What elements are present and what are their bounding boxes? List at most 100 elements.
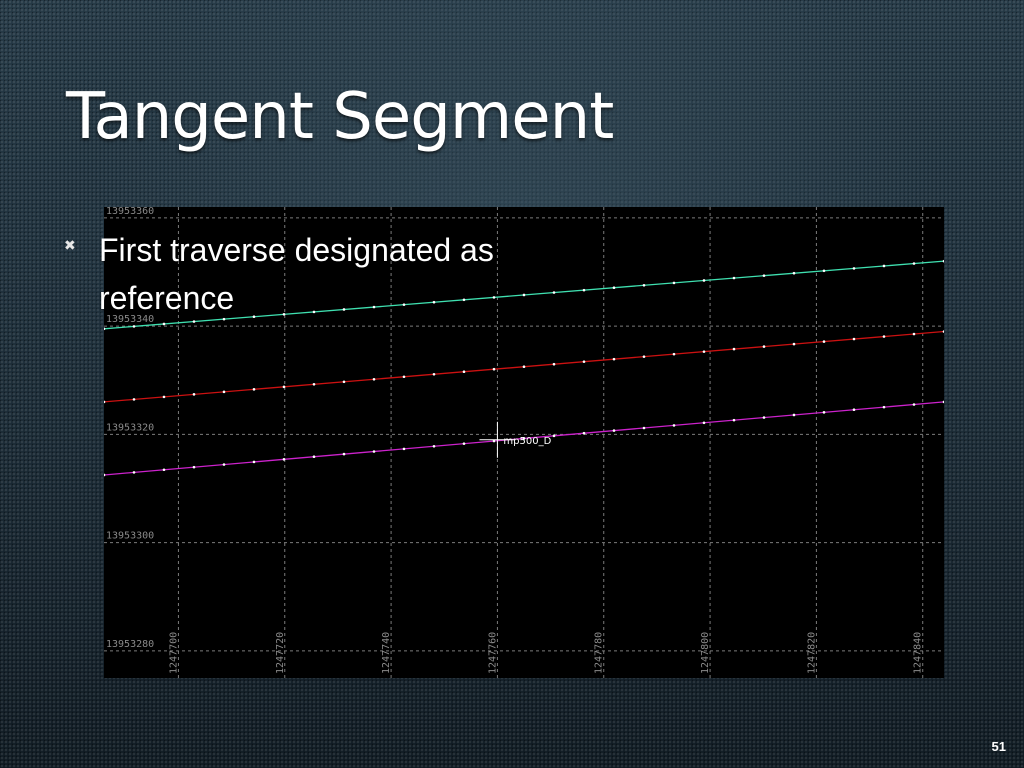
traverse-point	[492, 439, 496, 443]
traverse-point	[342, 308, 346, 311]
traverse-point	[432, 444, 436, 448]
traverse-point	[252, 388, 256, 391]
traverse-point	[132, 398, 136, 401]
page-number: 51	[991, 739, 1006, 754]
bullet-text: First traverse designated as reference	[99, 232, 494, 316]
traverse-point	[282, 458, 286, 461]
traverse-point	[132, 471, 136, 474]
traverse-point	[582, 360, 586, 363]
traverse-point	[822, 411, 826, 414]
traverse-point	[822, 269, 826, 273]
x-tick-label: 1247840	[913, 632, 924, 674]
traverse-point	[222, 317, 226, 321]
traverse-point	[942, 330, 944, 333]
traverse-point	[672, 424, 676, 427]
traverse-point	[104, 327, 106, 331]
traverse-point	[702, 279, 706, 282]
traverse-point	[732, 347, 736, 351]
traverse-point	[882, 264, 886, 268]
traverse-point	[732, 418, 736, 422]
traverse-point	[792, 413, 796, 417]
traverse-point	[132, 325, 136, 328]
traverse-point	[492, 367, 496, 371]
traverse-point	[402, 447, 406, 451]
traverse-point	[282, 313, 286, 316]
traverse-point	[792, 271, 796, 275]
y-tick-label: 13953320	[106, 422, 154, 433]
traverse-point	[582, 288, 586, 292]
traverse-point	[252, 460, 256, 464]
traverse-point	[192, 320, 196, 323]
traverse-point	[822, 340, 826, 343]
traverse-point	[282, 385, 286, 389]
traverse-point	[312, 383, 316, 386]
plot-panel: 1247700 1247720 1247740 1247760 1247780 12478…	[104, 207, 944, 678]
traverse-point	[882, 335, 886, 338]
traverse-point	[672, 281, 676, 285]
traverse-point	[762, 274, 766, 277]
traverse-point	[252, 315, 256, 319]
traverse-point	[612, 286, 616, 290]
y-tick-label: 13953300	[106, 531, 154, 542]
x-tick-label: 1247800	[700, 632, 711, 674]
traverse-point	[762, 416, 766, 419]
x-tick-label: 1247700	[168, 632, 179, 674]
traverse-point	[552, 362, 556, 366]
traverse-point	[492, 296, 496, 299]
traverse-point	[372, 450, 376, 453]
traverse-point	[852, 408, 856, 412]
traverse-point	[612, 357, 616, 361]
traverse-plot: 1247700 1247720 1247740 1247760 1247780 12478…	[104, 207, 944, 678]
traverse-point	[522, 437, 526, 440]
traverse-point	[342, 452, 346, 456]
traverse-point	[702, 421, 706, 425]
traverse-point	[702, 350, 706, 353]
traverse-point	[642, 426, 646, 430]
traverse-point	[462, 370, 466, 374]
traverse-point	[942, 259, 944, 263]
traverse-point	[104, 473, 106, 477]
traverse-point	[432, 300, 436, 304]
traverse-point	[612, 429, 616, 432]
traverse-point	[342, 380, 346, 384]
traverse-point	[312, 310, 316, 314]
y-tick-label: 13953340	[106, 314, 154, 325]
traverse-point	[372, 377, 376, 381]
traverse-point	[642, 355, 646, 358]
traverse-point	[104, 400, 106, 404]
traverse-point	[792, 342, 796, 346]
bullet-icon: ✖	[64, 238, 76, 254]
traverse-point	[732, 276, 736, 280]
traverse-point	[942, 400, 944, 404]
x-tick-label: 1247820	[806, 632, 817, 674]
marker-label: mp500_D	[503, 436, 551, 447]
traverse-point	[852, 337, 856, 341]
traverse-point	[462, 298, 466, 302]
traverse-point	[192, 393, 196, 396]
traverse-point	[372, 305, 376, 309]
y-tick-label: 13953280	[106, 639, 154, 650]
x-tick-label: 1247720	[275, 632, 286, 674]
traverse-point	[222, 390, 226, 394]
traverse-point	[192, 465, 196, 469]
traverse-point	[552, 434, 556, 438]
x-tick-label: 1247760	[487, 632, 498, 674]
traverse-point	[312, 455, 316, 459]
traverse-point	[402, 375, 406, 379]
traverse-point	[162, 468, 166, 472]
traverse-point	[222, 463, 226, 466]
traverse-point	[522, 293, 526, 297]
traverse-point	[762, 345, 766, 348]
y-tick-label: 13953360	[106, 207, 154, 217]
traverse-point	[462, 442, 466, 445]
x-tick-label: 1247780	[594, 632, 605, 674]
traverse-point	[522, 365, 526, 369]
traverse-point	[882, 405, 886, 409]
slide-title: Tangent Segment	[66, 80, 614, 154]
traverse-point	[852, 267, 856, 270]
traverse-point	[402, 303, 406, 306]
traverse-point	[912, 332, 916, 336]
traverse-point	[162, 322, 166, 326]
traverse-point	[552, 291, 556, 294]
traverse-point	[912, 262, 916, 265]
